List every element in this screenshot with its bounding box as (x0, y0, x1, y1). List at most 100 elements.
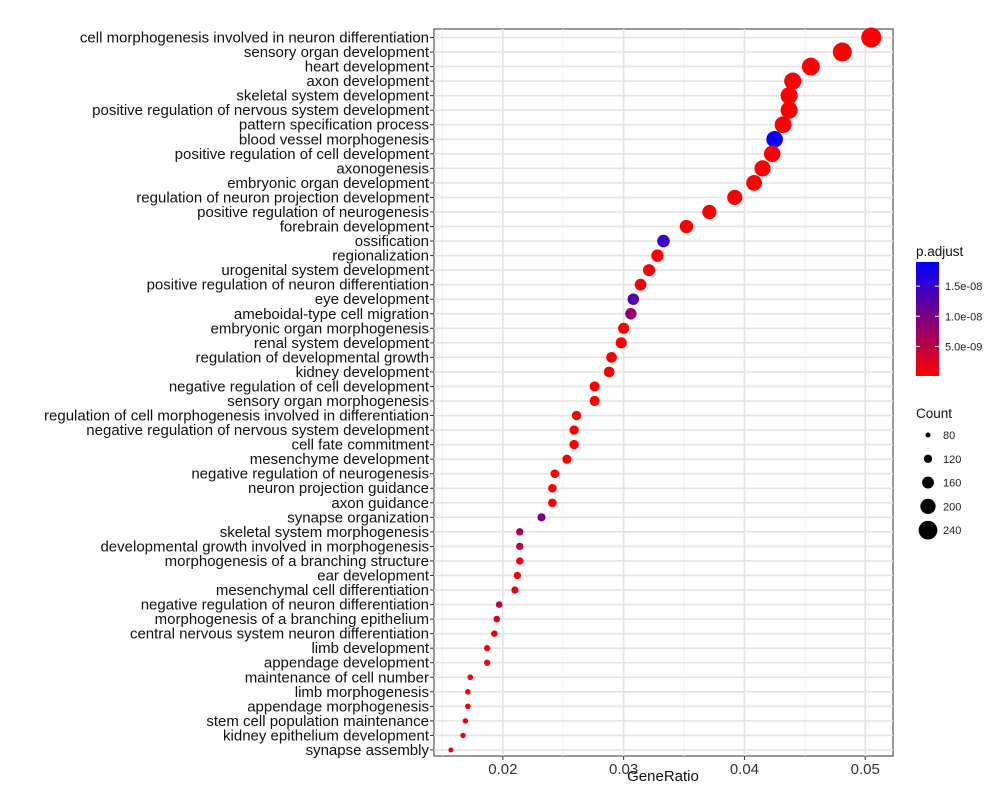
term-label: limb development (311, 640, 429, 657)
x-tick-label: 0.05 (851, 761, 880, 778)
data-point (569, 439, 579, 450)
term-label: renal system development (254, 335, 430, 352)
data-point (766, 130, 783, 148)
data-point (465, 689, 471, 695)
data-point (702, 204, 717, 220)
data-point (462, 718, 469, 724)
size-legend-dot (918, 520, 938, 540)
term-label: regionalization (332, 248, 429, 265)
legends: p.adjust 5.0e-09 1.0e-08 1.5e-08 Count 80 1… (916, 244, 982, 540)
data-point (537, 513, 546, 522)
term-label: regulation of developmental growth (196, 349, 429, 366)
x-tick-label: 0.03 (609, 761, 638, 778)
data-point (548, 498, 557, 508)
color-legend-tick-label: 5.0e-09 (945, 341, 982, 353)
term-label: limb morphogenesis (295, 684, 429, 701)
term-label: positive regulation of nervous system de… (92, 102, 430, 119)
size-legend-entries: 80 120 160 200 240 (918, 430, 961, 540)
color-legend-title: p.adjust (916, 244, 964, 259)
data-point (679, 219, 694, 234)
term-label: morphogenesis of a branching structure (165, 553, 429, 570)
data-point (465, 703, 471, 710)
term-label: regulation of cell morphogenesis involve… (44, 408, 429, 425)
data-point (569, 425, 579, 435)
data-point (763, 145, 781, 163)
term-label: morphogenesis of a branching epithelium (155, 611, 429, 628)
term-label: embryonic organ development (227, 175, 430, 192)
term-label: forebrain development (280, 219, 430, 236)
term-label: heart development (305, 59, 430, 76)
data-point (774, 116, 792, 134)
data-point (801, 57, 820, 76)
data-points (448, 27, 882, 753)
color-legend-bar (916, 262, 939, 376)
term-label: central nervous system neuron differenti… (130, 626, 429, 643)
term-label: axon development (306, 73, 429, 90)
data-point (493, 615, 501, 623)
term-label: embryonic organ morphogenesis (211, 320, 429, 337)
data-point (780, 87, 798, 105)
term-label: sensory organ development (244, 44, 430, 61)
data-point (467, 674, 474, 681)
data-point (784, 72, 802, 90)
data-point (460, 732, 466, 739)
term-label: negative regulation of cell development (169, 378, 430, 395)
term-label: appendage morphogenesis (247, 698, 429, 715)
size-legend-dot (922, 476, 934, 489)
size-legend-dot (920, 498, 936, 515)
size-legend-label: 80 (943, 430, 955, 442)
term-label: maintenance of cell number (245, 669, 429, 686)
term-label: negative regulation of neuron differenti… (141, 597, 429, 614)
term-label: urogenital system development (221, 262, 429, 279)
term-label: neuron projection guidance (248, 480, 429, 497)
term-label: kidney development (296, 364, 430, 381)
grid-lines (434, 29, 893, 756)
term-label: negative regulation of neurogenesis (191, 466, 429, 483)
data-point (550, 469, 560, 479)
term-label: mesenchymal cell differentiation (216, 582, 429, 599)
data-point (516, 528, 524, 536)
term-label: synapse assembly (306, 742, 430, 759)
data-point (495, 601, 503, 608)
data-point (642, 264, 656, 277)
data-point (491, 630, 498, 637)
data-point (484, 645, 491, 652)
term-label: developmental growth involved in morphog… (100, 538, 429, 555)
data-point (606, 352, 617, 363)
data-point (589, 395, 600, 407)
data-point (571, 410, 582, 421)
term-label: ear development (317, 567, 430, 584)
data-point (832, 42, 852, 62)
size-legend-label: 160 (943, 478, 961, 490)
data-point (618, 322, 630, 334)
x-axis: 0.02 0.03 0.04 0.05 (488, 756, 880, 778)
data-point (634, 278, 647, 291)
size-legend-label: 120 (943, 454, 961, 466)
data-point (615, 337, 627, 349)
term-label: mesenchyme development (250, 451, 430, 468)
data-point (484, 659, 491, 666)
x-tick-label: 0.04 (730, 761, 759, 778)
y-axis-ticks (430, 37, 434, 751)
data-point (861, 27, 882, 48)
term-label: blood vessel morphogenesis (239, 131, 429, 148)
data-point (727, 189, 743, 205)
color-legend-tick-label: 1.5e-08 (945, 281, 982, 293)
term-label: positive regulation of neuron differenti… (147, 277, 429, 294)
data-point (625, 308, 637, 320)
data-point (516, 557, 524, 565)
x-tick-label: 0.02 (488, 761, 517, 778)
term-label: kidney epithelium development (223, 727, 430, 744)
term-label: eye development (315, 291, 430, 308)
term-label: positive regulation of cell development (175, 146, 430, 163)
term-label: ameboidal-type cell migration (234, 306, 429, 323)
data-point (651, 249, 664, 262)
color-legend-ticks: 5.0e-09 1.0e-08 1.5e-08 (916, 281, 982, 353)
term-label: pattern specification process (239, 117, 429, 134)
data-point (511, 586, 519, 594)
size-legend-dot (925, 432, 931, 438)
term-label: negative regulation of nervous system de… (86, 422, 430, 439)
data-point (516, 542, 524, 551)
data-point (754, 160, 771, 177)
